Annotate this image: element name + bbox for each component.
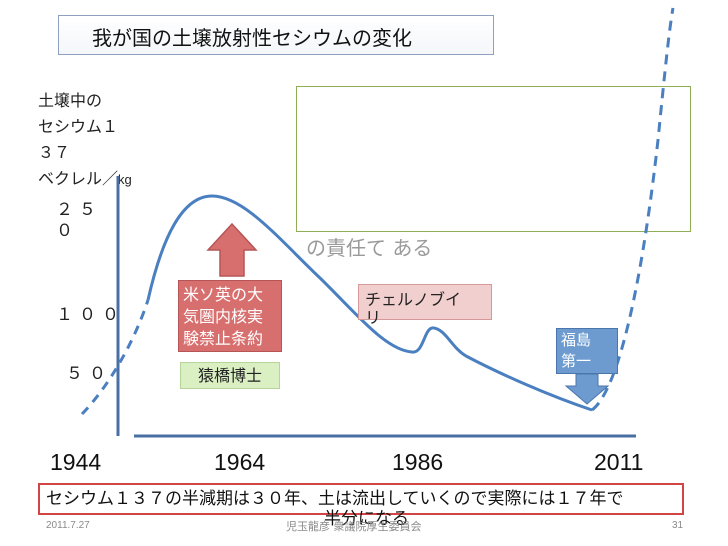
blank-text-box bbox=[296, 86, 691, 232]
chernobyl-line-1: チェルノブイ bbox=[365, 290, 462, 309]
curve-main bbox=[146, 194, 593, 412]
half-life-note-box bbox=[38, 483, 684, 515]
y-label-line-4: ベクレル／kg bbox=[38, 166, 132, 193]
x-tick-1964: 1964 bbox=[214, 449, 266, 475]
curve-early-dashed bbox=[80, 299, 150, 416]
slide-title: 我が国の土壌放射性セシウムの変化 bbox=[92, 26, 412, 50]
chernobyl-label: チェルノブイ リ bbox=[358, 284, 492, 327]
y-label-line-4-text: ベクレル／ bbox=[38, 169, 119, 188]
x-tick-1944: 1944 bbox=[50, 449, 102, 475]
overlay-text: の責任て ある bbox=[306, 236, 433, 260]
slide-page-number: 31 bbox=[672, 520, 684, 531]
y-tick-50: ５０ bbox=[66, 364, 112, 384]
y-label-line-3: ３７ bbox=[38, 143, 71, 162]
y-label-unit: kg bbox=[118, 172, 132, 187]
fukushima-line-2: 第一 bbox=[561, 352, 592, 370]
treaty-line-2: 気圏内核実 bbox=[183, 307, 264, 326]
x-tick-1986: 1986 bbox=[392, 449, 444, 475]
fukushima-line-1: 福島 bbox=[561, 331, 592, 349]
y-tick-250: ２５ ０ bbox=[56, 200, 102, 242]
treaty-up-arrow bbox=[206, 222, 258, 277]
y-tick-250-line-2: ０ bbox=[56, 221, 79, 241]
half-life-note-line-1: セシウム１３７の半減期は３０年、土は流出していくので実際には１７年で bbox=[46, 489, 624, 509]
half-life-note-line-2: 半分になる bbox=[324, 509, 409, 529]
y-tick-250-line-1: ２５ bbox=[56, 200, 102, 220]
x-tick-2011: 2011 bbox=[594, 449, 644, 475]
fukushima-label: 福島 第一 bbox=[556, 328, 618, 374]
treaty-line-3: 験禁止条約 bbox=[183, 329, 264, 348]
y-label-line-1: 土壌中の bbox=[38, 91, 103, 110]
fukushima-down-arrow bbox=[564, 373, 610, 405]
chernobyl-line-2: リ bbox=[365, 308, 382, 327]
slide-credit: 児玉龍彦 衆議院厚生委員会 bbox=[286, 520, 422, 533]
slide-date: 2011.7.27 bbox=[46, 520, 90, 531]
saruhashi-label: 猿橋博士 bbox=[180, 362, 280, 389]
y-tick-100: １００ bbox=[56, 305, 125, 325]
treaty-line-1: 米ソ英の大 bbox=[183, 285, 264, 304]
curve-future-dashed bbox=[591, 7, 675, 412]
y-label-line-2: セシウム１ bbox=[38, 117, 119, 136]
test-ban-treaty-label: 米ソ英の大 気圏内核実 験禁止条約 bbox=[178, 280, 282, 352]
y-axis-label: 土壌中の セシウム１ ３７ ベクレル／kg bbox=[38, 88, 132, 193]
title-box bbox=[58, 15, 494, 55]
